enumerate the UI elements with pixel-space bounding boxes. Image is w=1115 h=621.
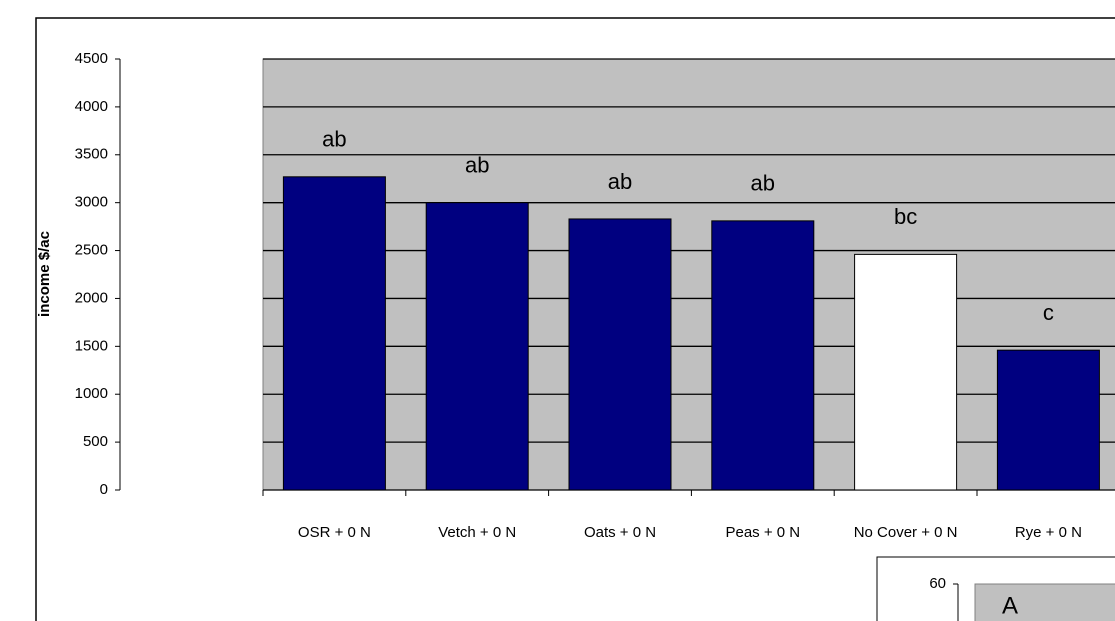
- inset-plot: [974, 583, 1115, 621]
- y-tick-label: 4000: [75, 98, 108, 115]
- x-tick-label: OSR + 0 N: [298, 524, 371, 541]
- y-tick-label: 3500: [75, 146, 108, 163]
- x-tick-label: Peas + 0 N: [725, 524, 800, 541]
- bar: [282, 176, 386, 491]
- bar-annotation: ab: [751, 171, 775, 196]
- plot-area: [262, 58, 1115, 491]
- x-tick-label: Vetch + 0 N: [438, 524, 516, 541]
- y-tick-label: 2500: [75, 242, 108, 259]
- bar: [854, 253, 958, 491]
- bar: [711, 220, 815, 491]
- bar: [568, 218, 672, 491]
- bar-annotation: c: [1043, 300, 1054, 325]
- x-tick-label: No Cover + 0 N: [854, 524, 958, 541]
- y-tick-label: 3000: [75, 194, 108, 211]
- inset-label: A: [1002, 592, 1018, 619]
- x-tick-label: Oats + 0 N: [584, 524, 656, 541]
- inset-tick-label: 60: [929, 575, 946, 592]
- y-axis-label: income $/ac: [36, 231, 53, 317]
- bar-annotation: ab: [608, 169, 632, 194]
- y-tick-label: 1000: [75, 385, 108, 402]
- bar-annotation: bc: [894, 204, 917, 229]
- bar-annotation: ab: [465, 152, 489, 177]
- y-tick-label: 1500: [75, 337, 108, 354]
- y-tick-label: 500: [83, 433, 108, 450]
- y-tick-label: 0: [100, 481, 108, 498]
- y-tick-label: 4500: [75, 50, 108, 67]
- bar: [425, 202, 529, 491]
- y-tick-label: 2000: [75, 289, 108, 306]
- x-tick-label: Rye + 0 N: [1015, 524, 1082, 541]
- bar-annotation: ab: [322, 127, 346, 152]
- bar: [996, 349, 1100, 491]
